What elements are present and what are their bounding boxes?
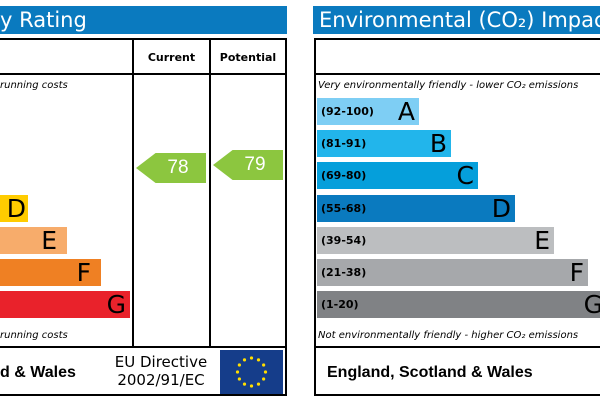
- environmental-top-note: Very environmentally friendly - lower CO…: [318, 80, 579, 91]
- band-range: (92-100): [321, 105, 374, 118]
- energy-band-e: E: [0, 227, 67, 254]
- energy-band-d: D: [0, 195, 28, 222]
- band-letter: E: [534, 225, 550, 255]
- environmental-band-d: (55-68) D: [317, 193, 515, 223]
- environmental-band-e: (39-54) E: [317, 225, 554, 255]
- star-icon: [256, 382, 261, 386]
- eu-flag-icon: [220, 350, 283, 394]
- star-icon: [249, 384, 254, 388]
- star-icon: [237, 363, 241, 367]
- band-letter: G: [583, 290, 600, 320]
- band-letter: D: [6, 194, 26, 223]
- band-letter: B: [429, 129, 447, 159]
- environmental-band-c: (69-80) C: [317, 161, 478, 191]
- eu-line1: EU Directive: [114, 353, 208, 371]
- band-letter: G: [106, 290, 126, 319]
- energy-title-text: y Rating: [0, 8, 87, 32]
- band-range: (39-54): [321, 233, 367, 247]
- band-letter: C: [456, 161, 474, 191]
- divider: [314, 73, 600, 75]
- environmental-band-f: (21-38) F: [317, 259, 588, 286]
- environmental-band-a: (92-100) A: [317, 98, 419, 125]
- star-icon: [262, 377, 266, 381]
- star-icon: [242, 382, 247, 386]
- band-range: (1-20): [321, 298, 359, 312]
- star-icon: [263, 370, 268, 374]
- band-letter: D: [491, 193, 511, 223]
- star-icon: [235, 370, 240, 374]
- energy-bottom-note: running costs: [0, 330, 68, 341]
- band-range: (69-80): [321, 169, 367, 183]
- star-icon: [262, 363, 266, 367]
- energy-band-f: F: [0, 259, 101, 286]
- star-icon: [242, 358, 247, 362]
- energy-title: y Rating: [0, 6, 287, 34]
- band-letter: F: [76, 258, 91, 287]
- divider: [0, 73, 287, 75]
- star-icon: [237, 377, 241, 381]
- band-range: (21-38): [321, 266, 367, 279]
- environmental-title-text: Environmental (CO₂) Impact: [319, 8, 600, 32]
- divider: [314, 346, 600, 348]
- environmental-table: [314, 38, 600, 396]
- divider: [0, 346, 287, 348]
- divider: [209, 38, 211, 348]
- potential-header: Potential: [219, 51, 277, 64]
- environmental-bottom-note: Not environmentally friendly - higher CO…: [318, 330, 579, 341]
- band-letter: A: [397, 97, 415, 126]
- current-header: Current: [147, 51, 196, 64]
- environmental-footer-region: England, Scotland & Wales: [327, 364, 533, 381]
- energy-footer-region: d & Wales: [0, 364, 76, 381]
- eu-directive: EU Directive 2002/91/EC: [108, 353, 214, 389]
- energy-band-g: G: [0, 291, 130, 318]
- environmental-band-g: (1-20) G: [317, 290, 600, 320]
- band-letter: E: [41, 226, 57, 255]
- divider: [132, 38, 134, 348]
- environmental-title: Environmental (CO₂) Impact: [313, 6, 600, 34]
- environmental-band-b: (81-91) B: [317, 129, 451, 159]
- star-icon: [256, 358, 261, 362]
- energy-top-note: running costs: [0, 80, 68, 91]
- eu-stars-icon: [235, 356, 268, 388]
- band-range: (55-68): [321, 201, 367, 215]
- band-letter: F: [569, 258, 584, 287]
- energy-table: [0, 38, 287, 396]
- band-range: (81-91): [321, 137, 367, 151]
- star-icon: [249, 356, 254, 360]
- eu-line2: 2002/91/EC: [117, 371, 205, 389]
